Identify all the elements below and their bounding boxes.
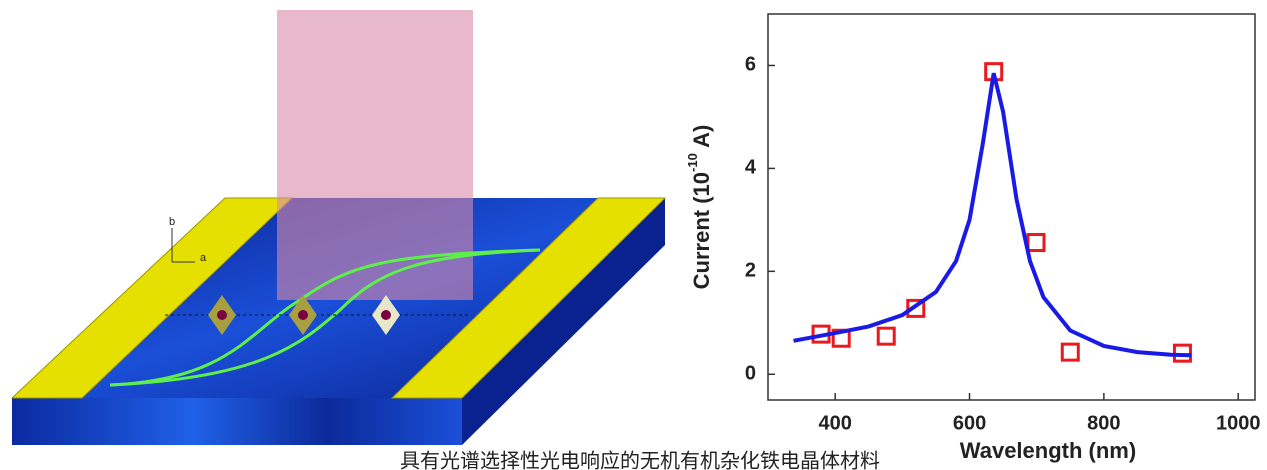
x-tick-label: 1000 <box>1216 412 1261 434</box>
y-label-sup: -10 <box>685 153 700 172</box>
caption: 具有光谱选择性光电响应的无机有机杂化铁电晶体材料 <box>400 449 880 470</box>
atom <box>217 310 227 320</box>
axis-label: b <box>169 216 175 228</box>
y-label-unit: A) <box>689 125 714 154</box>
data-point <box>1062 344 1078 360</box>
y-tick-label: 2 <box>745 260 756 282</box>
page: b a Wavelength (nm) Current (10-10 A) 40… <box>0 0 1267 470</box>
y-tick-label: 0 <box>745 363 756 385</box>
x-tick-label: 400 <box>818 412 851 434</box>
y-axis-label: Current (10-10 A) <box>685 125 713 290</box>
y-tick-label: 4 <box>745 157 757 179</box>
fit-curve <box>794 73 1192 355</box>
axis-label: a <box>200 252 207 264</box>
x-tick-label: 800 <box>1087 412 1120 434</box>
y-tick-label: 6 <box>745 54 756 76</box>
atom <box>381 310 391 320</box>
slab-front <box>12 398 462 445</box>
chart: Wavelength (nm) Current (10-10 A) 400 600… <box>685 14 1260 463</box>
figure: b a Wavelength (nm) Current (10-10 A) 40… <box>0 0 1267 470</box>
x-axis-label: Wavelength (nm) <box>960 438 1136 463</box>
plot-frame <box>768 14 1255 400</box>
illustration: b a <box>12 10 665 445</box>
atom <box>298 310 308 320</box>
data-point <box>1028 235 1044 251</box>
x-tick-label: 600 <box>953 412 986 434</box>
y-label-text: Current (10 <box>689 172 714 289</box>
data-point <box>878 328 894 344</box>
